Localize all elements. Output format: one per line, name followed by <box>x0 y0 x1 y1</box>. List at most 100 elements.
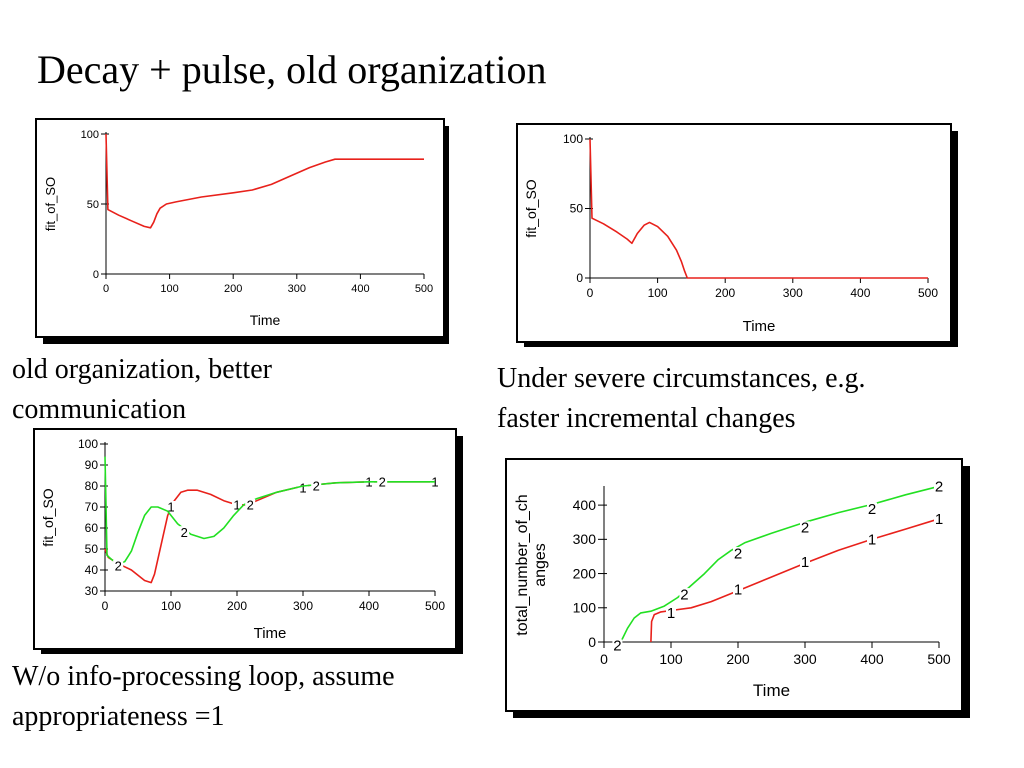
series-2-marker: 2 <box>115 558 122 573</box>
x-tick-label: 500 <box>425 599 445 613</box>
y-tick-label: 0 <box>576 271 583 285</box>
series-2-line <box>620 485 940 643</box>
series-marker-bg <box>934 480 944 493</box>
x-tick-label: 400 <box>850 286 870 300</box>
chart-3-panel: 0 100 200 300 400 500 30 40 50 60 70 80 90 100 Time fit… <box>33 428 457 650</box>
y-tick-label: 30 <box>85 584 99 598</box>
series-1-line <box>104 480 435 584</box>
series-marker-bg <box>232 498 242 511</box>
series-2-marker: 2 <box>181 525 188 540</box>
y-axis-label: fit_of_SO <box>40 488 56 546</box>
caption-bottom-left-line-1: W/o info-processing loop, assume <box>12 661 395 692</box>
series-1-marker: 1 <box>667 605 675 622</box>
y-tick-label: 100 <box>81 129 99 141</box>
series-marker-bg <box>800 555 810 568</box>
chart-2: 0 100 200 300 400 500 0 50 100 Time fit_of_SO <box>523 132 938 335</box>
series-2-marker: 2 <box>801 520 809 537</box>
caption-top-right-line-2: faster incremental changes <box>497 403 796 434</box>
x-tick-label: 500 <box>918 286 938 300</box>
chart-4-panel: 0 100 200 300 400 500 0 100 200 300 400 Time total_n… <box>505 458 963 712</box>
y-tick-label: 100 <box>563 132 583 146</box>
x-tick-label: 500 <box>415 283 433 295</box>
series-marker-bg <box>679 588 690 601</box>
x-tick-label: 400 <box>359 599 379 613</box>
x-tick-label: 0 <box>587 286 594 300</box>
x-axis-label: Time <box>250 312 281 328</box>
x-tick-label: 0 <box>600 651 608 667</box>
y-tick-label: 100 <box>573 600 597 616</box>
series-1-marker: 1 <box>734 581 742 598</box>
y-axis-label: fit_of_SO <box>523 179 539 237</box>
x-axis-label: Time <box>753 681 790 700</box>
chart-1: 0 100 200 300 400 500 0 50 100 Time fit_of_SO <box>43 129 433 328</box>
series-1-marker: 1 <box>233 497 240 512</box>
x-axis-label: Time <box>254 625 287 642</box>
caption-top-left-line-2: communication <box>12 394 187 425</box>
x-tick-label: 0 <box>102 599 109 613</box>
x-tick-label: 0 <box>103 283 109 295</box>
y-axis-label: anges <box>532 543 549 587</box>
series-marker-bg <box>934 512 944 525</box>
x-tick-label: 400 <box>860 651 884 667</box>
series-marker-bg <box>733 582 743 595</box>
x-tick-label: 200 <box>227 599 247 613</box>
x-tick-label: 300 <box>288 283 306 295</box>
series-marker-bg <box>245 498 256 511</box>
series-2-marker: 2 <box>868 501 876 518</box>
caption-bottom-left: W/o info-processing loop, assume appropr… <box>12 657 395 737</box>
series-marker-bg <box>311 480 322 492</box>
series-marker-bg <box>298 482 308 495</box>
chart-1-panel: 0 100 200 300 400 500 0 50 100 Time fit_of_SO <box>35 118 445 338</box>
series-2-line <box>104 456 435 565</box>
series-1-marker: 1 <box>167 500 174 515</box>
y-tick-label: 80 <box>85 479 99 493</box>
y-tick-label: 50 <box>570 202 584 216</box>
y-tick-label: 0 <box>93 269 99 281</box>
slide-title: Decay + pulse, old organization <box>37 47 547 92</box>
series-marker-bg <box>867 533 877 546</box>
series-1-marker: 1 <box>868 532 876 549</box>
y-tick-label: 50 <box>85 542 99 556</box>
series-marker-bg <box>166 501 176 513</box>
series-2-marker: 2 <box>680 586 688 603</box>
series-2-marker: 2 <box>379 474 386 489</box>
y-tick-label: 50 <box>87 199 99 211</box>
x-tick-label: 400 <box>351 283 369 295</box>
y-tick-label: 40 <box>85 563 99 577</box>
x-tick-label: 100 <box>648 286 668 300</box>
series-marker-bg <box>179 526 190 539</box>
series-marker-bg <box>800 521 810 534</box>
x-tick-label: 100 <box>160 283 178 295</box>
y-tick-label: 70 <box>85 500 99 514</box>
series-marker-bg <box>377 475 388 488</box>
y-axis-label: total_number_of_ch <box>514 494 531 635</box>
series-marker-bg <box>733 547 743 560</box>
caption-bottom-left-line-2: appropriateness =1 <box>12 701 225 732</box>
x-tick-label: 200 <box>224 283 242 295</box>
series-2-marker: 2 <box>247 497 254 512</box>
x-tick-label: 300 <box>783 286 803 300</box>
series-1-marker: 1 <box>299 481 306 496</box>
y-tick-label: 400 <box>573 497 597 513</box>
series-marker-bg <box>666 606 676 619</box>
series-2-marker: 2 <box>613 638 621 655</box>
series-1-line <box>589 138 928 279</box>
series-marker-bg <box>113 559 124 572</box>
x-axis-label: Time <box>743 318 776 335</box>
series-2-marker: 2 <box>935 479 943 496</box>
chart-2-panel: 0 100 200 300 400 500 0 50 100 Time fit_of_SO <box>516 123 952 343</box>
series-1-line <box>650 518 940 643</box>
series-2-marker: 2 <box>313 479 320 494</box>
series-1-line <box>105 133 424 229</box>
series-marker-bg <box>867 502 877 515</box>
x-tick-label: 500 <box>927 651 951 667</box>
caption-top-right-line-1: Under severe circumstances, e.g. <box>497 363 866 394</box>
caption-top-left-line-1: old organization, better <box>12 354 272 385</box>
series-1-marker: 1 <box>801 554 809 571</box>
x-tick-label: 200 <box>715 286 735 300</box>
y-tick-label: 100 <box>78 437 98 451</box>
series-marker-bg <box>612 639 623 652</box>
x-tick-label: 300 <box>793 651 817 667</box>
chart-4: 0 100 200 300 400 500 0 100 200 300 400 Time total_n… <box>514 479 951 700</box>
y-tick-label: 300 <box>573 531 597 547</box>
